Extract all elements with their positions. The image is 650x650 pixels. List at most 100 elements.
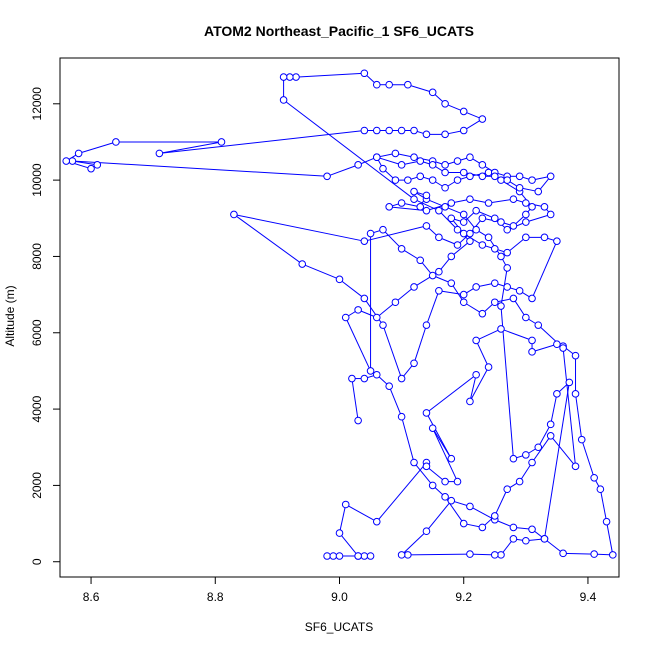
data-point bbox=[435, 267, 443, 276]
data-point bbox=[478, 172, 487, 181]
data-point bbox=[360, 126, 369, 135]
data-point bbox=[522, 210, 530, 219]
series-segment bbox=[363, 298, 384, 326]
data-point bbox=[509, 195, 518, 203]
data-point bbox=[490, 214, 499, 223]
series-segment bbox=[426, 500, 452, 532]
data-point bbox=[410, 283, 418, 291]
data-point bbox=[571, 390, 580, 398]
data-point bbox=[528, 348, 536, 356]
data-point bbox=[490, 172, 499, 181]
data-point bbox=[416, 203, 425, 211]
data-point bbox=[447, 454, 456, 463]
data-point bbox=[466, 550, 474, 558]
data-point bbox=[602, 517, 611, 526]
series-segment bbox=[351, 378, 359, 421]
y-tick-label: 8000 bbox=[30, 243, 44, 270]
data-point bbox=[484, 233, 493, 242]
data-point bbox=[490, 298, 499, 307]
series-segment bbox=[525, 213, 551, 223]
data-point bbox=[472, 370, 480, 379]
series-segment bbox=[401, 530, 427, 556]
data-point bbox=[528, 336, 536, 345]
series-points bbox=[62, 69, 617, 560]
data-point bbox=[441, 130, 449, 139]
data-point bbox=[397, 245, 406, 253]
data-point bbox=[497, 302, 505, 310]
series-segment bbox=[339, 504, 347, 534]
data-point bbox=[391, 298, 400, 307]
series-segment bbox=[575, 393, 583, 440]
data-point bbox=[459, 210, 468, 219]
data-point bbox=[441, 99, 449, 108]
data-point bbox=[503, 485, 512, 494]
series-segment bbox=[469, 505, 496, 521]
series-segment bbox=[506, 236, 527, 254]
series-segment bbox=[413, 324, 427, 364]
data-point bbox=[441, 161, 449, 169]
series-segment bbox=[599, 489, 608, 522]
data-point bbox=[503, 264, 512, 272]
series-segment bbox=[407, 553, 470, 556]
data-point bbox=[372, 517, 381, 526]
data-point bbox=[335, 552, 344, 560]
data-point bbox=[366, 229, 375, 238]
data-point bbox=[385, 80, 393, 89]
data-point bbox=[422, 462, 431, 471]
data-point bbox=[428, 424, 437, 432]
data-point bbox=[490, 551, 499, 559]
y-tick-label: 10000 bbox=[30, 163, 44, 197]
data-point bbox=[528, 294, 536, 303]
data-point bbox=[528, 458, 536, 467]
data-point bbox=[459, 519, 468, 528]
series-segment bbox=[425, 290, 440, 326]
data-point bbox=[484, 168, 493, 177]
series-segment bbox=[531, 240, 558, 299]
data-point bbox=[397, 374, 406, 383]
data-point bbox=[559, 549, 567, 558]
data-point bbox=[453, 477, 462, 486]
data-point bbox=[422, 191, 431, 200]
data-point bbox=[509, 222, 518, 230]
data-point bbox=[441, 477, 449, 486]
series-segment bbox=[72, 160, 328, 177]
series-segment bbox=[531, 343, 558, 353]
data-point bbox=[422, 222, 431, 230]
series-segment bbox=[469, 366, 490, 402]
series-segment bbox=[426, 374, 477, 414]
data-point bbox=[509, 535, 518, 543]
data-point bbox=[596, 485, 605, 494]
data-point bbox=[497, 218, 505, 226]
data-point bbox=[534, 187, 543, 196]
data-point bbox=[366, 552, 375, 560]
data-point bbox=[112, 138, 120, 146]
data-point bbox=[522, 451, 530, 459]
data-point bbox=[298, 260, 307, 268]
x-tick-label: 8.8 bbox=[207, 590, 224, 604]
data-point bbox=[534, 321, 543, 329]
plot-frame bbox=[59, 57, 620, 578]
data-point bbox=[540, 233, 549, 242]
data-point bbox=[472, 206, 480, 215]
data-point bbox=[416, 256, 425, 265]
data-point bbox=[497, 325, 505, 333]
data-point bbox=[459, 218, 468, 226]
data-point bbox=[590, 550, 598, 558]
data-point bbox=[553, 237, 561, 245]
series-segment bbox=[413, 198, 440, 212]
series-segment bbox=[543, 382, 570, 539]
data-point bbox=[323, 172, 331, 181]
series-segment bbox=[78, 141, 117, 154]
data-point bbox=[509, 523, 518, 532]
data-point bbox=[478, 241, 487, 249]
data-point bbox=[391, 176, 400, 184]
data-point bbox=[441, 493, 449, 501]
x-tick-label: 9.4 bbox=[580, 590, 597, 604]
data-point bbox=[546, 420, 555, 429]
data-point bbox=[379, 225, 387, 234]
data-point bbox=[528, 176, 536, 184]
data-point bbox=[348, 374, 356, 383]
y-tick-label: 12000 bbox=[30, 87, 44, 121]
data-point bbox=[372, 126, 381, 135]
data-point bbox=[515, 286, 524, 295]
